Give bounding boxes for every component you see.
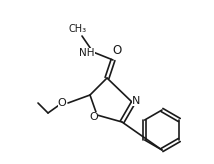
Text: NH: NH [79,48,95,58]
Text: O: O [112,43,122,57]
Text: N: N [132,96,140,106]
Text: O: O [90,112,98,122]
Text: O: O [58,98,66,108]
Text: CH₃: CH₃ [69,24,87,34]
